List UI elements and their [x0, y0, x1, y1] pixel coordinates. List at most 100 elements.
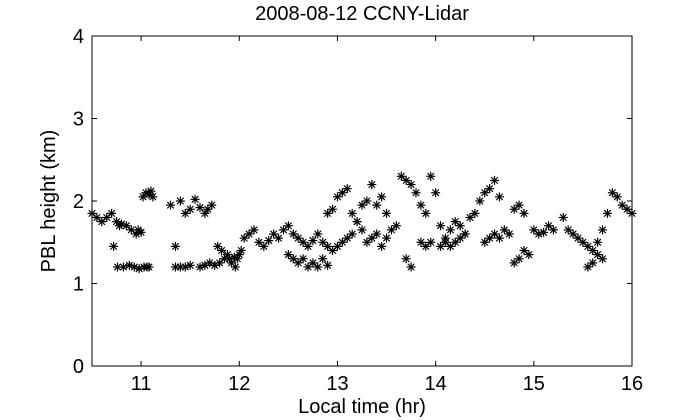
data-point	[308, 236, 318, 246]
data-point	[455, 221, 465, 231]
data-point	[288, 254, 298, 264]
data-point	[450, 217, 460, 227]
data-point	[514, 200, 524, 210]
data-point	[465, 213, 475, 222]
data-point	[514, 254, 524, 264]
data-point	[431, 188, 441, 198]
data-point	[406, 262, 416, 272]
data-point	[494, 233, 504, 243]
data-point	[249, 225, 259, 235]
x-tick-label: 16	[621, 373, 643, 395]
data-point	[598, 254, 608, 264]
y-tick-label: 0	[73, 356, 84, 378]
data-point	[298, 254, 308, 264]
data-point	[504, 229, 514, 239]
data-point	[170, 241, 180, 251]
data-point	[274, 233, 284, 243]
data-point	[190, 194, 200, 204]
chart-title: 2008-08-12 CCNY-Lidar	[255, 3, 469, 25]
data-point	[148, 192, 158, 202]
data-point	[475, 196, 485, 206]
data-point	[323, 260, 333, 270]
data-point	[185, 204, 195, 214]
data-point	[166, 200, 176, 210]
data-point	[92, 213, 102, 222]
data-point	[313, 229, 323, 239]
data-point	[109, 241, 119, 251]
data-point	[118, 262, 128, 272]
data-point	[401, 254, 411, 264]
data-point	[519, 208, 529, 218]
data-point	[357, 225, 367, 235]
data-point	[588, 258, 598, 268]
data-point	[490, 175, 500, 185]
data-point	[222, 250, 232, 260]
x-tick-label: 11	[131, 373, 152, 395]
y-tick-label: 1	[73, 274, 84, 296]
data-point	[401, 175, 411, 185]
data-point	[593, 237, 603, 247]
data-point	[347, 229, 357, 239]
x-tick-label: 12	[228, 373, 250, 395]
data-point	[293, 258, 303, 268]
data-point	[558, 213, 568, 222]
y-tick-label: 4	[73, 26, 84, 48]
data-point	[598, 225, 608, 235]
data-point	[490, 229, 500, 239]
data-point	[416, 200, 426, 210]
data-point	[144, 262, 154, 272]
data-point	[485, 184, 495, 194]
data-point	[421, 208, 431, 218]
data-point	[232, 254, 242, 264]
data-point	[362, 196, 372, 206]
data-point	[226, 258, 236, 268]
data-point	[382, 233, 392, 243]
data-point	[426, 237, 436, 247]
data-point	[445, 225, 455, 235]
data-point	[318, 254, 328, 264]
y-tick-label: 2	[73, 191, 84, 213]
data-point	[342, 184, 352, 194]
data-point	[539, 227, 549, 237]
data-point	[185, 260, 195, 270]
data-point	[372, 200, 382, 210]
data-point	[548, 225, 558, 235]
data-point	[406, 180, 416, 189]
data-point	[298, 237, 308, 247]
data-point	[303, 241, 313, 251]
data-point	[583, 241, 593, 251]
y-tick-label: 3	[73, 109, 84, 131]
data-point	[207, 200, 217, 210]
data-points	[87, 171, 637, 274]
data-point	[440, 237, 450, 247]
data-point	[382, 208, 392, 218]
data-point	[205, 258, 215, 268]
data-point	[367, 180, 377, 189]
data-point	[230, 262, 240, 272]
data-point	[352, 217, 362, 227]
data-point	[494, 192, 504, 202]
data-point	[372, 229, 382, 239]
data-point	[367, 233, 377, 243]
data-point	[259, 241, 269, 251]
x-tick-label: 14	[425, 373, 447, 395]
data-point	[136, 227, 146, 237]
y-axis-label: PBL height (km)	[38, 130, 60, 273]
data-point	[455, 233, 465, 243]
x-tick-label: 15	[523, 373, 545, 395]
data-point	[426, 171, 436, 181]
x-axis-label: Local time (hr)	[298, 396, 426, 418]
data-point	[337, 237, 347, 247]
data-point	[347, 208, 357, 218]
data-point	[411, 188, 421, 198]
data-point	[236, 246, 246, 255]
data-point	[391, 221, 401, 231]
data-point	[377, 241, 387, 251]
data-point	[436, 221, 446, 231]
data-point	[602, 208, 612, 218]
data-point	[622, 204, 632, 214]
data-point	[283, 221, 293, 231]
data-point	[377, 192, 387, 202]
